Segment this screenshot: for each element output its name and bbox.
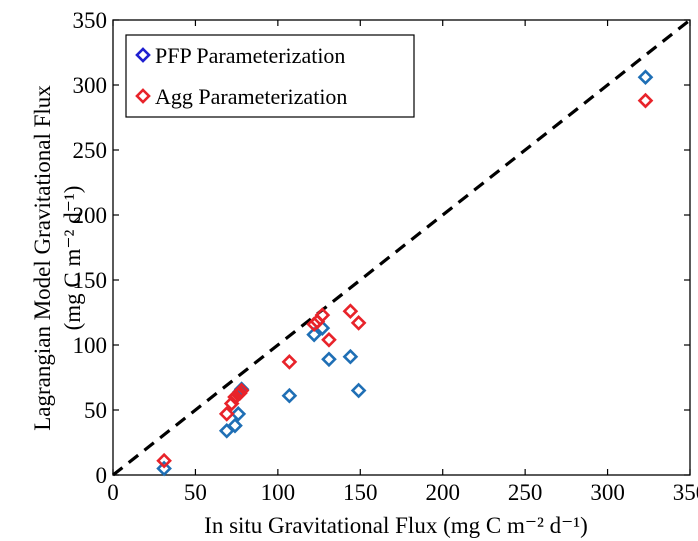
y-tick-label: 100 bbox=[73, 333, 108, 358]
data-point bbox=[306, 316, 322, 333]
x-tick-label: 200 bbox=[425, 480, 460, 505]
series-agg bbox=[156, 92, 654, 469]
legend: PFP Parameterization Agg Parameterizatio… bbox=[125, 34, 415, 118]
plot-frame bbox=[112, 19, 691, 476]
x-tick-label: 0 bbox=[107, 480, 119, 505]
data-point bbox=[342, 348, 359, 365]
data-point bbox=[637, 69, 654, 86]
data-point bbox=[321, 351, 337, 368]
data-point bbox=[637, 92, 654, 109]
x-tick-label: 50 bbox=[184, 480, 207, 505]
data-point bbox=[281, 354, 298, 370]
data-point bbox=[227, 417, 243, 434]
x-axis-label: In situ Gravitational Flux (mg C m⁻² d⁻¹… bbox=[204, 513, 588, 538]
y-tick-label: 250 bbox=[73, 138, 108, 163]
legend-box bbox=[125, 34, 415, 118]
y-tick-label: 300 bbox=[73, 73, 108, 98]
data-point bbox=[156, 452, 172, 469]
x-tick-label: 100 bbox=[261, 480, 296, 505]
x-axis-ticks: 0 50 100 150 200 250 300 350 bbox=[107, 20, 698, 505]
y-axis-ticks: 0 50 100 150 200 250 300 350 bbox=[73, 8, 690, 488]
x-tick-label: 150 bbox=[343, 480, 378, 505]
x-tick-label: 350 bbox=[673, 480, 698, 505]
axes bbox=[112, 19, 691, 476]
data-point bbox=[230, 406, 247, 422]
data-point bbox=[156, 460, 172, 477]
y-axis-label-line1: Lagrangian Model Gravitational Flux bbox=[30, 85, 55, 431]
data-point bbox=[350, 382, 367, 399]
y-tick-label: 150 bbox=[73, 268, 108, 293]
y-tick-label: 50 bbox=[84, 398, 107, 423]
y-tick-label: 200 bbox=[73, 203, 108, 228]
y-tick-label: 350 bbox=[73, 8, 108, 33]
data-point bbox=[233, 382, 250, 399]
y-axis-label-line2: (mg C m⁻² d⁻¹) bbox=[60, 186, 85, 331]
data-point bbox=[342, 303, 359, 320]
data-point bbox=[218, 406, 235, 422]
x-tick-label: 300 bbox=[590, 480, 625, 505]
legend-marker-agg bbox=[135, 88, 151, 104]
data-point bbox=[306, 326, 322, 343]
legend-marker-pfp bbox=[135, 47, 151, 63]
data-points bbox=[156, 69, 654, 477]
x-tick-label: 250 bbox=[508, 480, 543, 505]
legend-label-pfp: PFP Parameterization bbox=[155, 43, 345, 68]
data-point bbox=[350, 315, 367, 331]
legend-label-agg: Agg Parameterization bbox=[155, 84, 347, 109]
reference-line-group bbox=[112, 18, 691, 477]
y-tick-label: 0 bbox=[96, 463, 108, 488]
data-point bbox=[321, 331, 337, 348]
one-to-one-reference-line bbox=[112, 18, 691, 477]
data-point bbox=[314, 307, 331, 323]
data-point bbox=[281, 387, 298, 404]
